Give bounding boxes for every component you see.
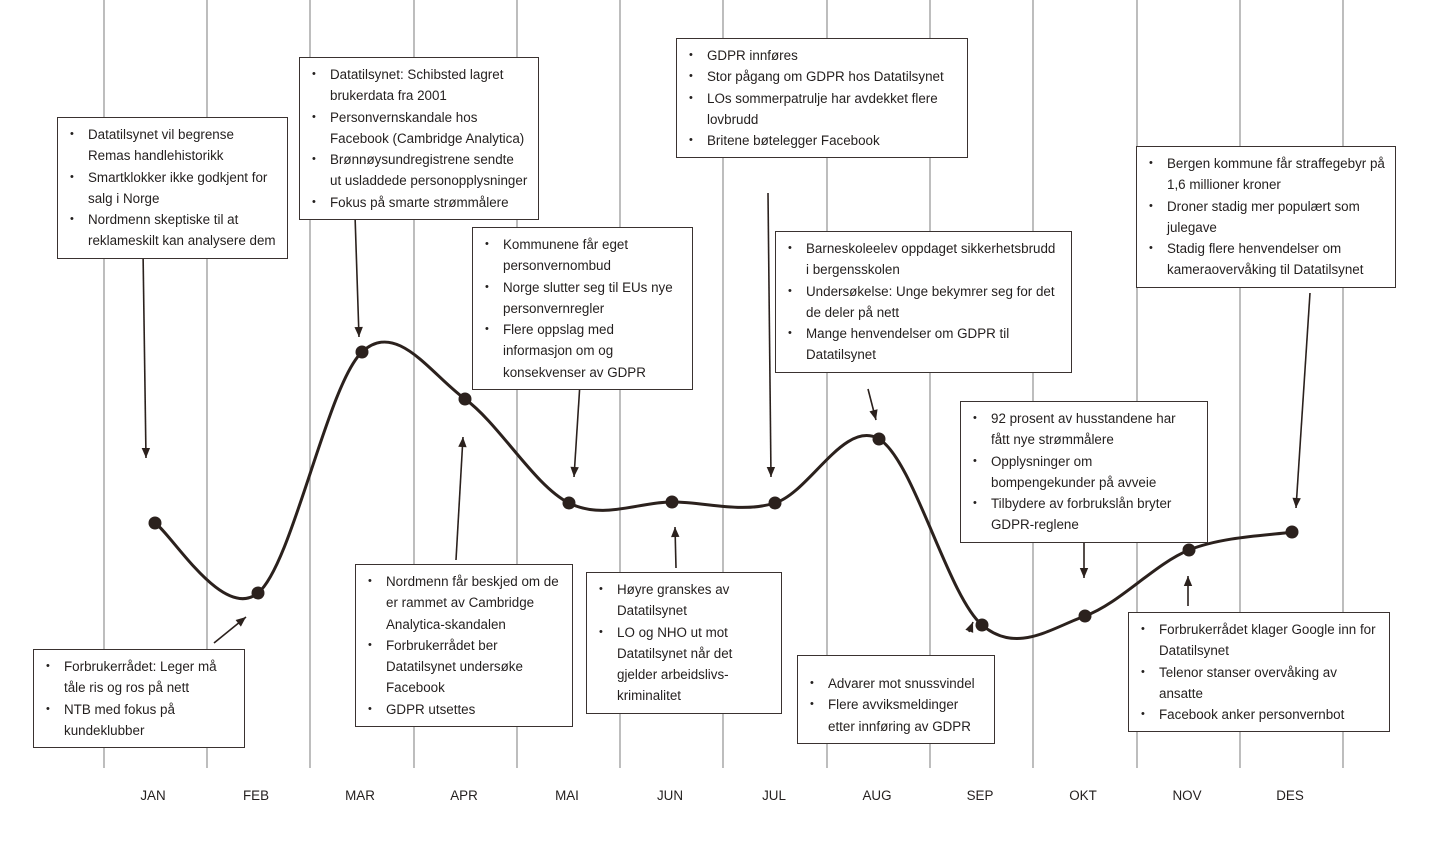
- note-aug: Barneskoleelev oppdaget sikkerhetsbrudd …: [775, 231, 1072, 373]
- note-jan-item: Datatilsynet vil begrense Remas handlehi…: [66, 124, 277, 167]
- month-label-feb: FEB: [242, 788, 270, 803]
- month-marker-dot: [148, 516, 162, 530]
- connector-arrow: [1292, 292, 1311, 509]
- note-jul-item: GDPR innføres: [685, 45, 957, 67]
- month-marker-dot: [1182, 543, 1196, 557]
- note-jan-item: Nordmenn skeptiske til at reklameskilt k…: [66, 209, 277, 252]
- connector-arrow: [141, 249, 151, 459]
- note-jul-item: Stor pågang om GDPR hos Datatilsynet: [685, 66, 957, 88]
- note-aug-list: Barneskoleelev oppdaget sikkerhetsbrudd …: [784, 238, 1061, 366]
- month-marker-dot: [1078, 609, 1092, 623]
- note-jun-item: LO og NHO ut mot Datatilsynet når det gj…: [595, 622, 771, 707]
- note-apr-item: Forbrukerrådet ber Datatilsynet undersøk…: [364, 635, 562, 699]
- note-des-list: Bergen kommune får straffegebyr på 1,6 m…: [1145, 153, 1385, 281]
- note-sep: Advarer mot snussvindelFlere avviksmeldi…: [797, 655, 995, 744]
- month-marker-dot: [768, 496, 782, 510]
- note-okt-item: 92 prosent av husstandene har fått nye s…: [969, 408, 1197, 451]
- connector-arrow: [965, 621, 974, 633]
- note-nov: Forbrukerrådet klager Google inn for Dat…: [1128, 612, 1390, 733]
- month-label-mai: MAI: [555, 788, 579, 803]
- connector-arrow: [455, 436, 467, 561]
- note-mai-item: Kommunene får eget personvernombud: [481, 234, 682, 277]
- note-mar-item: Datatilsynet: Schibsted lagret brukerdat…: [308, 64, 528, 107]
- note-des-item: Stadig flere henvendelser om kameraoverv…: [1145, 238, 1385, 281]
- note-jul-item: LOs sommerpatrulje har avdekket flere lo…: [685, 88, 957, 131]
- connector-arrow: [766, 192, 776, 478]
- note-aug-item: Mange henvendelser om GDPR til Datatilsy…: [784, 323, 1061, 366]
- note-jun-list: Høyre granskes av DatatilsynetLO og NHO …: [595, 579, 771, 707]
- note-mar-item: Brønnøysundregistrene sendte ut usladded…: [308, 149, 528, 192]
- note-mai-item: Norge slutter seg til EUs nye personvern…: [481, 277, 682, 320]
- note-mai: Kommunene får eget personvernombudNorge …: [472, 227, 693, 391]
- note-feb-list: Forbrukerrådet: Leger må tåle ris og ros…: [42, 656, 234, 741]
- month-label-okt: OKT: [1069, 788, 1097, 803]
- note-apr: Nordmenn får beskjed om de er rammet av …: [355, 564, 573, 728]
- note-des-item: Bergen kommune får straffegebyr på 1,6 m…: [1145, 153, 1385, 196]
- note-mar: Datatilsynet: Schibsted lagret brukerdat…: [299, 57, 539, 221]
- month-label-apr: APR: [450, 788, 478, 803]
- connector-arrow: [1183, 576, 1193, 606]
- month-label-mar: MAR: [345, 788, 375, 803]
- month-marker-dot: [1285, 525, 1299, 539]
- month-label-aug: AUG: [862, 788, 892, 803]
- note-okt: 92 prosent av husstandene har fått nye s…: [960, 401, 1208, 543]
- note-feb: Forbrukerrådet: Leger må tåle ris og ros…: [33, 649, 245, 749]
- note-apr-item: Nordmenn får beskjed om de er rammet av …: [364, 571, 562, 635]
- note-jul-list: GDPR innføresStor pågang om GDPR hos Dat…: [685, 45, 957, 152]
- note-jan-item: Smartklokker ikke godkjent for salg i No…: [66, 167, 277, 210]
- month-marker-dot: [355, 345, 369, 359]
- month-marker-dot: [562, 496, 576, 510]
- note-jun: Høyre granskes av DatatilsynetLO og NHO …: [586, 572, 782, 714]
- month-marker-dot: [975, 618, 989, 632]
- connector-arrow: [671, 526, 680, 569]
- note-okt-list: 92 prosent av husstandene har fått nye s…: [969, 408, 1197, 536]
- note-mai-list: Kommunene får eget personvernombudNorge …: [481, 234, 682, 383]
- note-mar-list: Datatilsynet: Schibsted lagret brukerdat…: [308, 64, 528, 213]
- note-mar-item: Fokus på smarte strømmålere: [308, 192, 528, 214]
- connector-arrow: [213, 616, 247, 644]
- note-jun-item: Høyre granskes av Datatilsynet: [595, 579, 771, 622]
- note-sep-list: Advarer mot snussvindelFlere avviksmeldi…: [806, 673, 984, 737]
- note-des-item: Droner stadig mer populært som julegave: [1145, 196, 1385, 239]
- note-sep-item: Advarer mot snussvindel: [806, 673, 984, 695]
- month-markers: [148, 345, 1299, 632]
- note-feb-item: Forbrukerrådet: Leger må tåle ris og ros…: [42, 656, 234, 699]
- connector-arrows: [141, 192, 1311, 644]
- note-nov-list: Forbrukerrådet klager Google inn for Dat…: [1137, 619, 1379, 726]
- note-apr-list: Nordmenn får beskjed om de er rammet av …: [364, 571, 562, 720]
- note-jan: Datatilsynet vil begrense Remas handlehi…: [57, 117, 288, 259]
- month-marker-dot: [872, 432, 886, 446]
- note-apr-item: GDPR utsettes: [364, 699, 562, 721]
- connector-arrow: [570, 382, 581, 478]
- note-aug-item: Undersøkelse: Unge bekymrer seg for det …: [784, 281, 1061, 324]
- note-jan-list: Datatilsynet vil begrense Remas handlehi…: [66, 124, 277, 252]
- month-label-sep: SEP: [966, 788, 994, 803]
- note-nov-item: Facebook anker personvernbot: [1137, 704, 1379, 726]
- month-label-jan: JAN: [140, 788, 166, 803]
- note-mai-item: Flere oppslag med informasjon om og kons…: [481, 319, 682, 383]
- note-jul-item: Britene bøtelegger Facebook: [685, 130, 957, 152]
- note-okt-item: Tilbydere av forbrukslån bryter GDPR-reg…: [969, 493, 1197, 536]
- month-marker-dot: [251, 586, 265, 600]
- month-label-jun: JUN: [656, 788, 684, 803]
- note-mar-item: Personvernskandale hos Facebook (Cambrid…: [308, 107, 528, 150]
- note-jul: GDPR innføresStor pågang om GDPR hos Dat…: [676, 38, 968, 159]
- month-label-jul: JUL: [762, 788, 786, 803]
- month-marker-dot: [665, 495, 679, 509]
- month-label-nov: NOV: [1172, 788, 1202, 803]
- note-nov-item: Forbrukerrådet klager Google inn for Dat…: [1137, 619, 1379, 662]
- note-aug-item: Barneskoleelev oppdaget sikkerhetsbrudd …: [784, 238, 1061, 281]
- note-sep-item: Flere avviksmeldinger etter innføring av…: [806, 694, 984, 737]
- note-nov-item: Telenor stanser overvåking av ansatte: [1137, 662, 1379, 705]
- month-marker-dot: [458, 392, 472, 406]
- note-des: Bergen kommune får straffegebyr på 1,6 m…: [1136, 146, 1396, 288]
- connector-arrow: [867, 388, 878, 421]
- connector-arrow: [354, 214, 363, 338]
- note-feb-item: NTB med fokus på kundeklubber: [42, 699, 234, 742]
- note-okt-item: Opplysninger om bompengekunder på avveie: [969, 451, 1197, 494]
- month-label-des: DES: [1276, 788, 1304, 803]
